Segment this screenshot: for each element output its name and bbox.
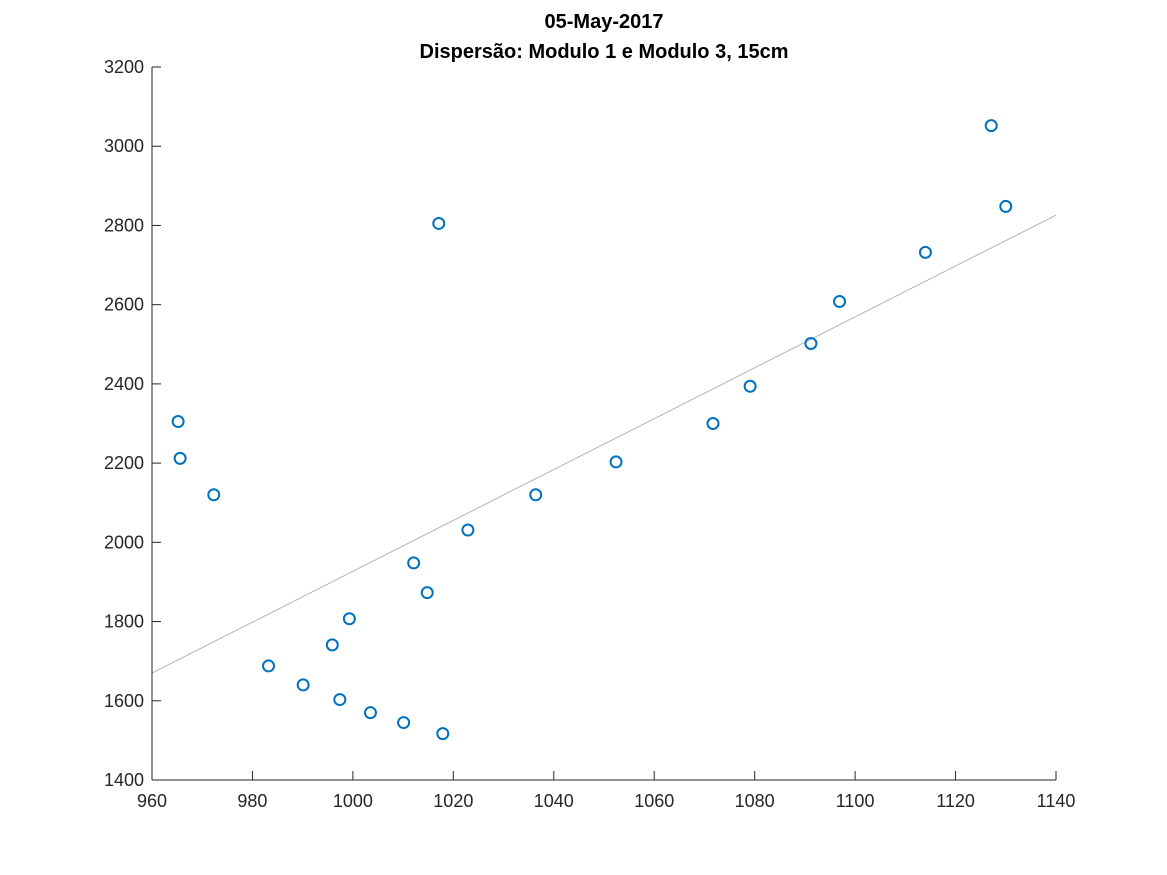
data-point xyxy=(461,523,475,537)
data-point xyxy=(833,294,847,308)
data-point xyxy=(432,216,446,230)
data-point xyxy=(342,612,356,626)
data-point xyxy=(363,706,377,720)
y-tick-label: 2400 xyxy=(104,374,144,394)
x-tick-label: 980 xyxy=(237,791,267,811)
data-point xyxy=(296,678,310,692)
x-tick-label: 1120 xyxy=(936,791,975,811)
x-tick-label: 1020 xyxy=(433,791,473,811)
data-point xyxy=(207,488,221,502)
x-tick-label: 960 xyxy=(137,791,167,811)
data-point xyxy=(325,638,339,652)
y-tick-label: 1800 xyxy=(104,612,144,632)
y-tick-label: 2000 xyxy=(104,532,144,552)
x-tick-label: 1060 xyxy=(634,791,674,811)
y-ticks-group: 1400 1600 1800 2000 2200 2400 2600 2800 3000 3200 xyxy=(104,57,161,790)
x-tick-label: 1000 xyxy=(333,791,373,811)
data-point xyxy=(984,119,998,133)
data-point xyxy=(743,379,757,393)
data-point xyxy=(609,455,623,469)
y-tick-label: 2600 xyxy=(104,295,144,315)
data-point xyxy=(333,693,347,707)
x-ticks-group: 960 980 1000 1020 1040 1060 1080 1100 1120 1140 xyxy=(137,771,1075,811)
y-tick-label: 1600 xyxy=(104,691,144,711)
y-tick-label: 2200 xyxy=(104,453,144,473)
chart-title: 05-May-2017 xyxy=(545,11,664,33)
y-tick-label: 1400 xyxy=(104,770,144,790)
x-tick-label: 1080 xyxy=(735,791,775,811)
data-point xyxy=(999,199,1013,213)
y-tick-label: 3000 xyxy=(104,136,144,156)
x-tick-label: 1040 xyxy=(534,791,574,811)
fit-line xyxy=(151,214,1057,674)
data-point xyxy=(918,245,932,259)
chart-subtitle: Dispersão: Modulo 1 e Modulo 3, 15cm xyxy=(420,41,789,63)
data-point xyxy=(407,556,421,570)
y-tick-label: 3200 xyxy=(104,57,144,77)
data-point xyxy=(436,727,450,741)
data-point xyxy=(397,716,411,730)
data-point xyxy=(420,586,434,600)
data-point xyxy=(171,415,185,429)
y-tick-label: 2800 xyxy=(104,215,144,235)
x-tick-label: 1100 xyxy=(836,791,875,811)
points-group xyxy=(171,119,1013,741)
data-point xyxy=(173,451,187,465)
data-point xyxy=(262,659,276,673)
data-point xyxy=(706,417,720,430)
x-tick-label: 1140 xyxy=(1037,791,1076,811)
data-point xyxy=(804,336,818,350)
data-point xyxy=(529,488,543,502)
